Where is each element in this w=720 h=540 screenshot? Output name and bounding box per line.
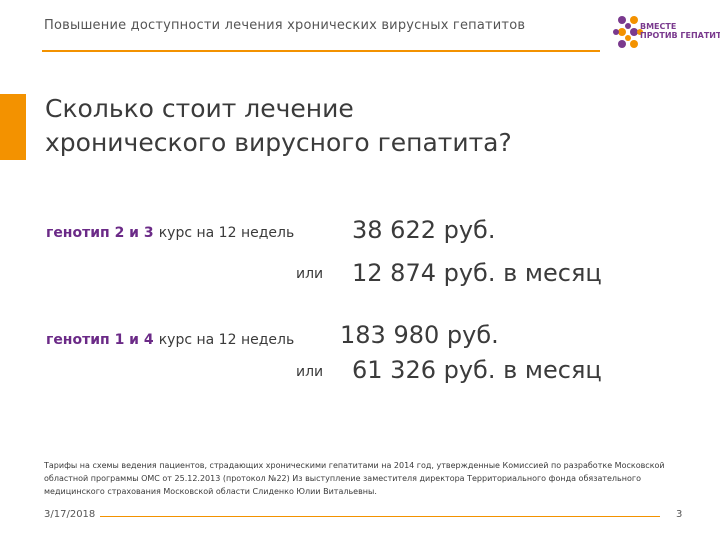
price-monthly: 12 874 руб. в месяц [352, 259, 602, 287]
header-divider [42, 50, 600, 52]
footer-date: 3/17/2018 [44, 509, 96, 520]
genotype-label: генотип 2 и 3 [46, 225, 154, 241]
logo-icon [613, 16, 643, 48]
course-label: курс на 12 недель [158, 225, 295, 241]
footer-divider [100, 516, 660, 517]
slide-title: Сколько стоит лечение хронического вирус… [45, 92, 512, 160]
course-label: курс на 12 недель [158, 332, 295, 348]
price-monthly: 61 326 руб. в месяц [352, 356, 602, 384]
logo-line2: ПРОТИВ ГЕПАТИТА [640, 31, 720, 40]
slide-title-line2: хронического вирусного гепатита? [45, 128, 512, 157]
page-number: 3 [676, 509, 683, 520]
treatment-row-genotype-1-4: генотип 1 и 4 курс на 12 недель [46, 329, 294, 348]
price-total: 38 622 руб. [352, 216, 496, 244]
header-title: Повышение доступности лечения хронически… [44, 18, 526, 33]
logo-line1: ВМЕСТЕ [640, 22, 677, 31]
or-label: или [296, 266, 324, 282]
slide-title-line1: Сколько стоит лечение [45, 94, 354, 123]
logo-text: ВМЕСТЕ ПРОТИВ ГЕПАТИТА [640, 22, 720, 40]
title-accent-bar [0, 94, 26, 160]
genotype-label: генотип 1 и 4 [46, 332, 154, 348]
or-label: или [296, 364, 324, 380]
treatment-row-genotype-2-3: генотип 2 и 3 курс на 12 недель [46, 222, 294, 241]
footnote: Тарифы на схемы ведения пациентов, страд… [44, 461, 665, 496]
price-total: 183 980 руб. [340, 321, 499, 349]
